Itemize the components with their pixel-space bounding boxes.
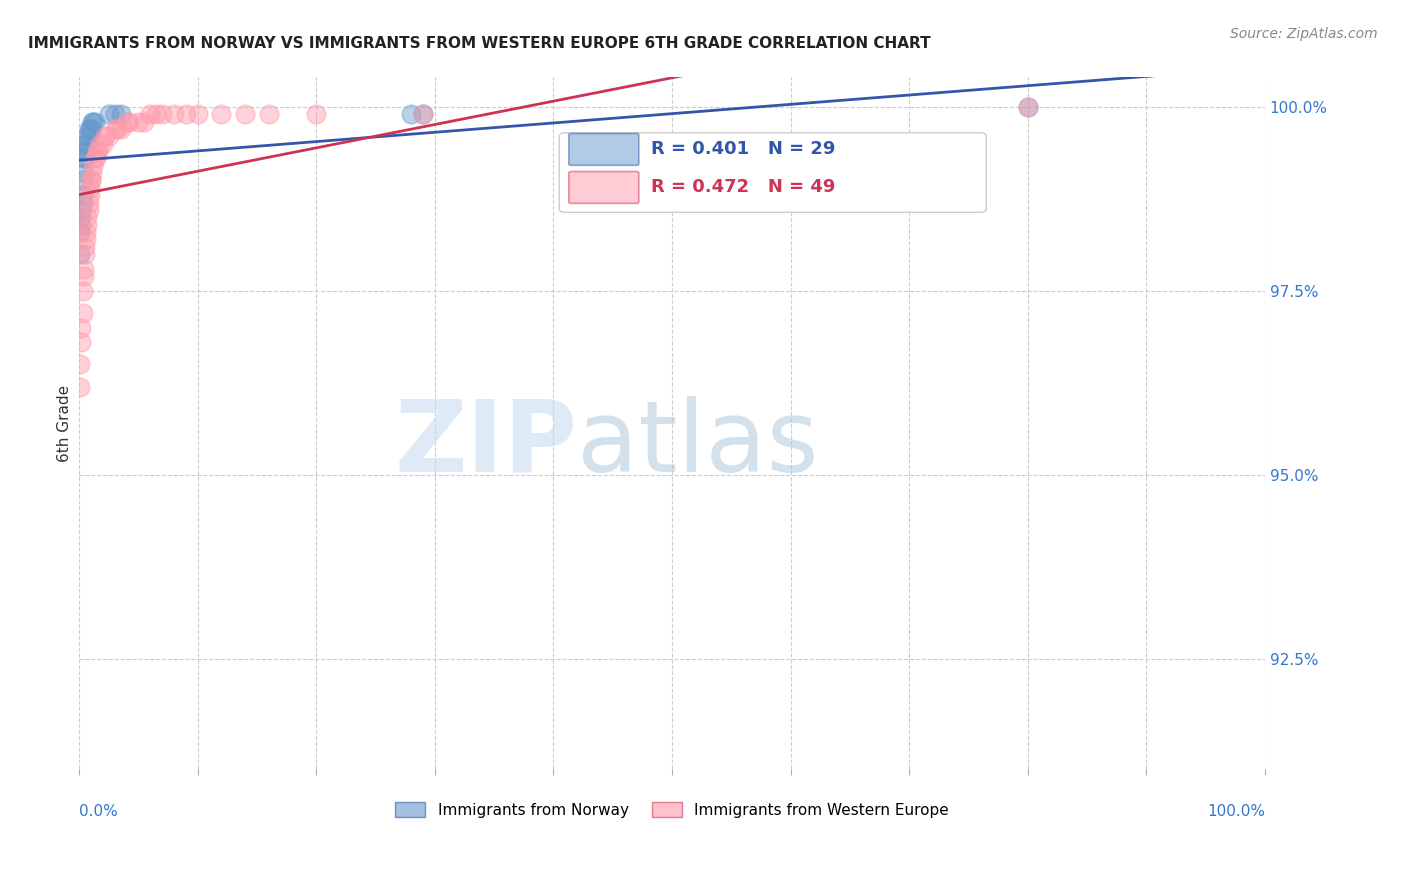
Point	[73, 269, 96, 284]
Point	[72, 188, 94, 202]
Point	[118, 114, 141, 128]
Point	[69, 225, 91, 239]
Point	[412, 107, 434, 121]
Point	[150, 107, 173, 121]
Text: 100.0%: 100.0%	[1206, 804, 1265, 819]
Point	[79, 188, 101, 202]
Point	[97, 107, 120, 121]
Point	[77, 202, 100, 217]
Point	[70, 335, 93, 350]
Point	[91, 136, 114, 151]
Point	[257, 107, 280, 121]
Point	[73, 247, 96, 261]
Point	[77, 195, 100, 210]
Text: R = 0.472   N = 49: R = 0.472 N = 49	[651, 178, 835, 196]
Y-axis label: 6th Grade: 6th Grade	[58, 384, 72, 462]
Text: atlas: atlas	[576, 396, 818, 492]
Point	[174, 107, 197, 121]
FancyBboxPatch shape	[569, 171, 638, 203]
Point	[70, 218, 93, 232]
Point	[79, 181, 101, 195]
Point	[70, 320, 93, 334]
FancyBboxPatch shape	[569, 134, 638, 165]
Point	[69, 358, 91, 372]
Legend: Immigrants from Norway, Immigrants from Western Europe: Immigrants from Norway, Immigrants from …	[389, 796, 955, 824]
Point	[1017, 100, 1039, 114]
Point	[83, 114, 105, 128]
Point	[80, 173, 103, 187]
Point	[233, 107, 256, 121]
Point	[145, 107, 167, 121]
Point	[80, 173, 103, 187]
Text: 0.0%: 0.0%	[79, 804, 118, 819]
Point	[73, 152, 96, 166]
Point	[139, 107, 162, 121]
Point	[76, 129, 98, 144]
Point	[163, 107, 186, 121]
Point	[84, 152, 107, 166]
Point	[73, 166, 96, 180]
Point	[209, 107, 232, 121]
Point	[70, 211, 93, 225]
Point	[187, 107, 209, 121]
Point	[80, 122, 103, 136]
Point	[87, 144, 110, 158]
Text: IMMIGRANTS FROM NORWAY VS IMMIGRANTS FROM WESTERN EUROPE 6TH GRADE CORRELATION C: IMMIGRANTS FROM NORWAY VS IMMIGRANTS FRO…	[28, 36, 931, 51]
Point	[82, 114, 104, 128]
Point	[77, 129, 100, 144]
Text: Source: ZipAtlas.com: Source: ZipAtlas.com	[1230, 27, 1378, 41]
Point	[76, 211, 98, 225]
Point	[69, 247, 91, 261]
Point	[412, 107, 434, 121]
Text: R = 0.401   N = 29: R = 0.401 N = 29	[651, 140, 835, 159]
Point	[83, 152, 105, 166]
Point	[77, 122, 100, 136]
Point	[72, 306, 94, 320]
Point	[305, 107, 328, 121]
Point	[75, 232, 97, 246]
Point	[82, 166, 104, 180]
Point	[110, 107, 132, 121]
Point	[72, 195, 94, 210]
Point	[104, 107, 127, 121]
Point	[75, 136, 97, 151]
Point	[73, 240, 96, 254]
Point	[82, 114, 104, 128]
Point	[82, 159, 104, 173]
Point	[97, 129, 120, 144]
Point	[73, 144, 96, 158]
FancyBboxPatch shape	[560, 133, 986, 212]
Point	[73, 152, 96, 166]
Point	[127, 114, 149, 128]
Point	[76, 218, 98, 232]
Point	[115, 114, 138, 128]
Point	[86, 144, 108, 158]
Text: ZIP: ZIP	[394, 396, 576, 492]
Point	[75, 144, 97, 158]
Point	[72, 173, 94, 187]
Point	[89, 136, 111, 151]
Point	[105, 122, 128, 136]
Point	[79, 122, 101, 136]
Point	[70, 202, 93, 217]
Point	[94, 129, 117, 144]
Point	[73, 261, 96, 276]
Point	[1017, 100, 1039, 114]
Point	[69, 379, 91, 393]
Point	[75, 225, 97, 239]
Point	[399, 107, 422, 121]
Point	[110, 122, 132, 136]
Point	[104, 122, 127, 136]
Point	[76, 136, 98, 151]
Point	[134, 114, 156, 128]
Point	[72, 284, 94, 298]
